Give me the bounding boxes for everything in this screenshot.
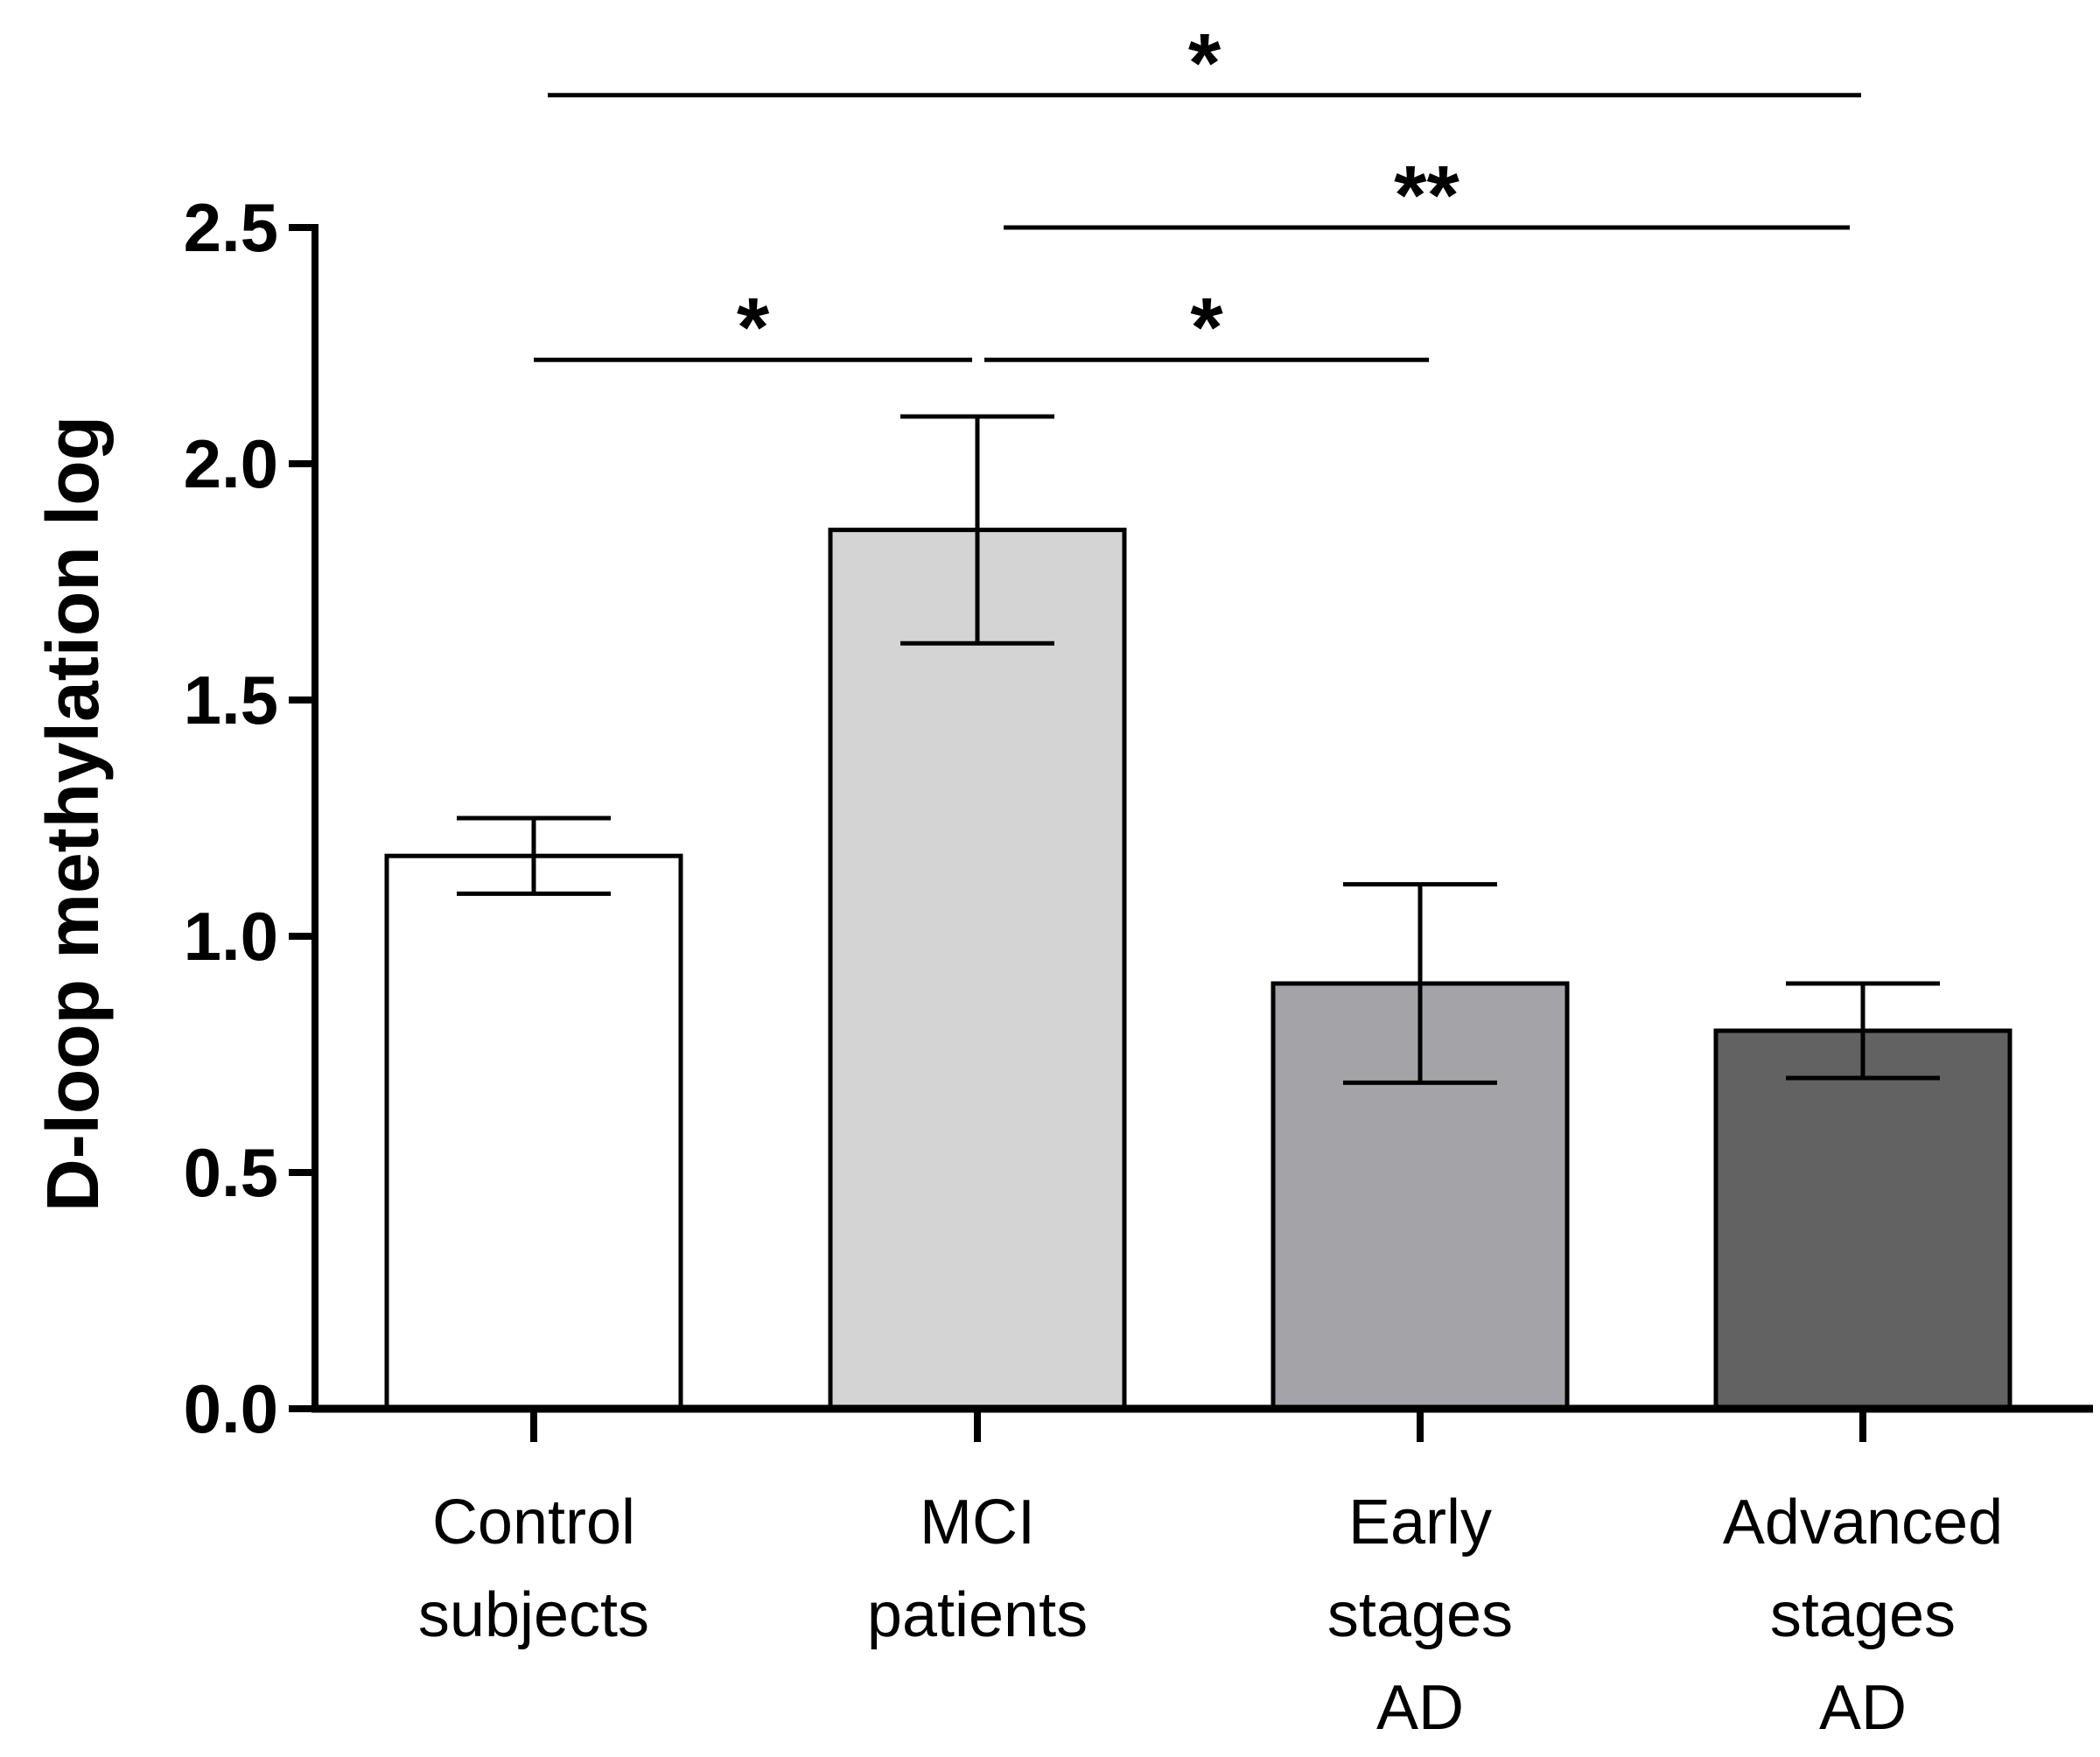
x-category-label-line: AD [1819,1673,1907,1743]
bar-0 [384,853,683,1411]
x-category-label-1: MCI patients [867,1488,1088,1650]
x-category-label-line: AD [1376,1673,1464,1743]
y-tick-label: 0.5 [184,1134,278,1211]
significance-label-3: * [1188,17,1222,110]
x-category-label-line: Early [1348,1488,1492,1558]
x-category-label-line: stages [1770,1580,1956,1650]
y-tick-label: 2.5 [184,189,278,266]
x-category-label-line: subjects [418,1580,649,1650]
x-category-label-0: Control subjects [418,1488,649,1650]
x-category-label-line: Advanced [1723,1488,2003,1558]
bar-3 [1713,1028,2012,1411]
error-bars [457,414,1940,1085]
x-category-label-line: MCI [920,1488,1035,1558]
y-tick-label: 2.0 [184,425,278,502]
x-category-label-line: patients [867,1580,1088,1650]
x-category-label-2: Early stages AD [1327,1488,1513,1743]
y-tick-label: 1.0 [184,898,278,975]
y-axis-title-group: D-loop methylation log [32,416,114,1212]
significance-annotations: * **** [534,17,1861,374]
x-category-label-3: Advanced stages AD [1723,1488,2003,1743]
y-tick-label: 0.0 [184,1370,278,1447]
y-axis: 0.0 0.5 1.0 1.5 2.0 2.5 [184,189,318,1447]
significance-label-1: * [1190,281,1223,374]
y-axis-title: D-loop methylation log [32,416,114,1212]
bar-1 [828,528,1127,1411]
x-category-label-line: stages [1327,1580,1513,1650]
bars [384,528,2012,1411]
x-axis [312,1404,2093,1442]
significance-label-2: ** [1394,149,1460,242]
significance-label-0: * [737,281,770,374]
y-tick-label: 1.5 [184,662,278,738]
x-category-label-line: Control [432,1488,635,1558]
